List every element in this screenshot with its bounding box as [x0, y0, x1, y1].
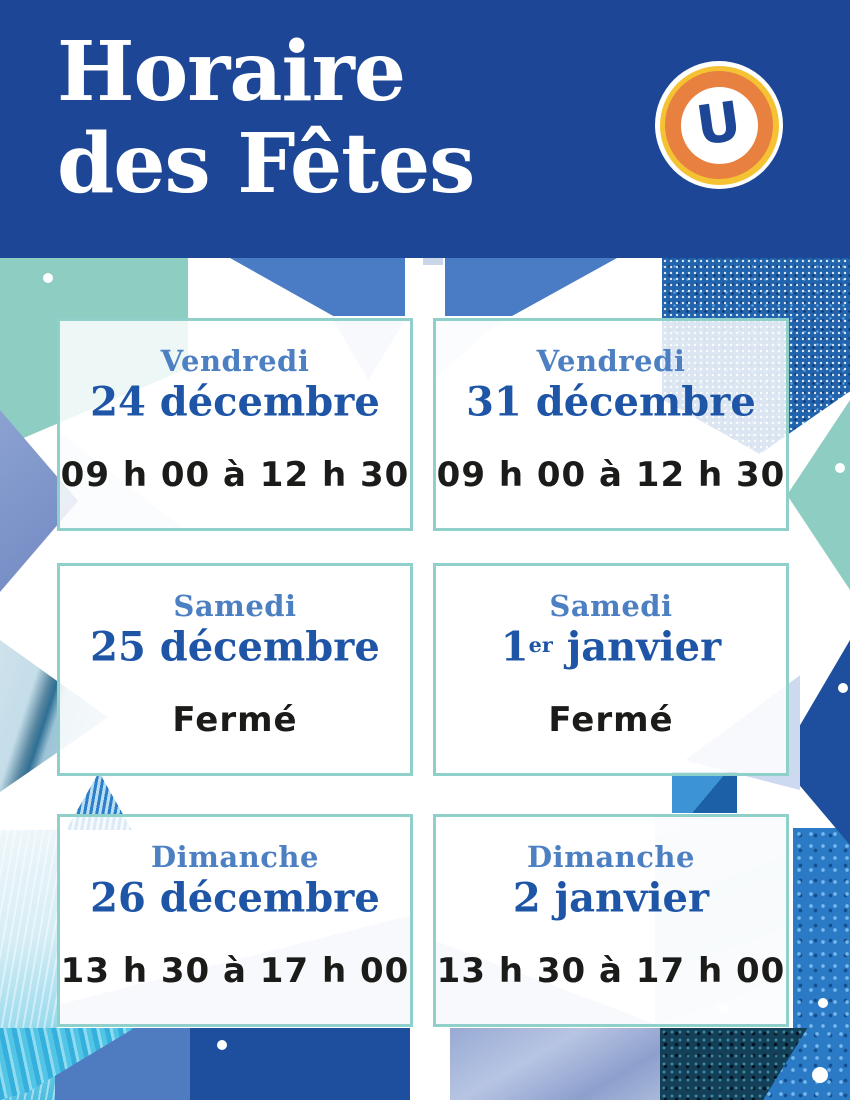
schedule-card-jan1: Samedi 1er janvier Fermé	[433, 563, 789, 776]
bg-teal-wedge-right	[787, 400, 850, 590]
hours-label: 09 h 00 à 12 h 30	[436, 454, 786, 495]
hours-label: 13 h 30 à 17 h 00	[436, 950, 786, 991]
snow-dot	[812, 1067, 828, 1083]
hours-label: 09 h 00 à 12 h 30	[60, 454, 410, 495]
date-text: 25 décembre	[90, 623, 380, 671]
snow-dot	[217, 1040, 227, 1050]
date-label: 25 décembre	[90, 622, 380, 671]
brand-logo: U	[655, 61, 783, 189]
snow-dot	[835, 463, 845, 473]
hours-label: Fermé	[172, 699, 298, 740]
date-text: 2 janvier	[512, 874, 710, 922]
day-label: Dimanche	[527, 840, 695, 874]
day-label: Samedi	[549, 589, 673, 623]
bg-blue-triangle-left	[230, 258, 405, 316]
date-ordinal-suffix: er	[528, 632, 553, 657]
date-text-suffix: janvier	[552, 623, 722, 671]
bg-ice-block-bottom	[450, 1028, 660, 1100]
bg-gutter-strip	[423, 258, 443, 265]
date-text: 24 décembre	[90, 378, 380, 426]
bg-crushed-blue-right	[793, 828, 850, 1028]
date-label: 31 décembre	[466, 377, 756, 426]
bg-deep-blue-block-bottom	[190, 1028, 410, 1100]
schedule-card-dec25: Samedi 25 décembre Fermé	[57, 563, 413, 776]
date-label: 1er janvier	[501, 622, 721, 671]
title-line-2: des Fêtes	[57, 116, 475, 212]
day-label: Vendredi	[536, 344, 686, 378]
header: Horaire des Fêtes U	[0, 0, 850, 258]
snow-dot	[838, 683, 848, 693]
date-label: 26 décembre	[90, 873, 380, 922]
bg-texture-patch	[672, 772, 737, 813]
day-label: Samedi	[173, 589, 297, 623]
day-label: Vendredi	[160, 344, 310, 378]
logo-ring-orange-icon: U	[665, 71, 773, 179]
date-text: 1	[500, 623, 529, 671]
logo-inner-disc: U	[680, 86, 758, 164]
logo-letter-u: U	[692, 88, 745, 158]
bg-blue-triangle-right	[445, 258, 617, 316]
schedule-card-dec26: Dimanche 26 décembre 13 h 30 à 17 h 00	[57, 814, 413, 1027]
title-line-1: Horaire	[57, 24, 406, 120]
date-label: 24 décembre	[90, 377, 380, 426]
day-label: Dimanche	[151, 840, 319, 874]
snow-dot	[43, 273, 53, 283]
date-label: 2 janvier	[513, 873, 709, 922]
hours-label: Fermé	[548, 699, 674, 740]
logo-ring-yellow-icon: U	[659, 65, 779, 185]
schedule-card-dec31: Vendredi 31 décembre 09 h 00 à 12 h 30	[433, 318, 789, 531]
schedule-card-jan2: Dimanche 2 janvier 13 h 30 à 17 h 00	[433, 814, 789, 1027]
hours-label: 13 h 30 à 17 h 00	[60, 950, 410, 991]
date-text: 31 décembre	[466, 378, 756, 426]
snow-dot	[818, 998, 828, 1008]
schedule-card-dec24: Vendredi 24 décembre 09 h 00 à 12 h 30	[57, 318, 413, 531]
date-text: 26 décembre	[90, 874, 380, 922]
page-title: Horaire des Fêtes	[57, 24, 475, 212]
